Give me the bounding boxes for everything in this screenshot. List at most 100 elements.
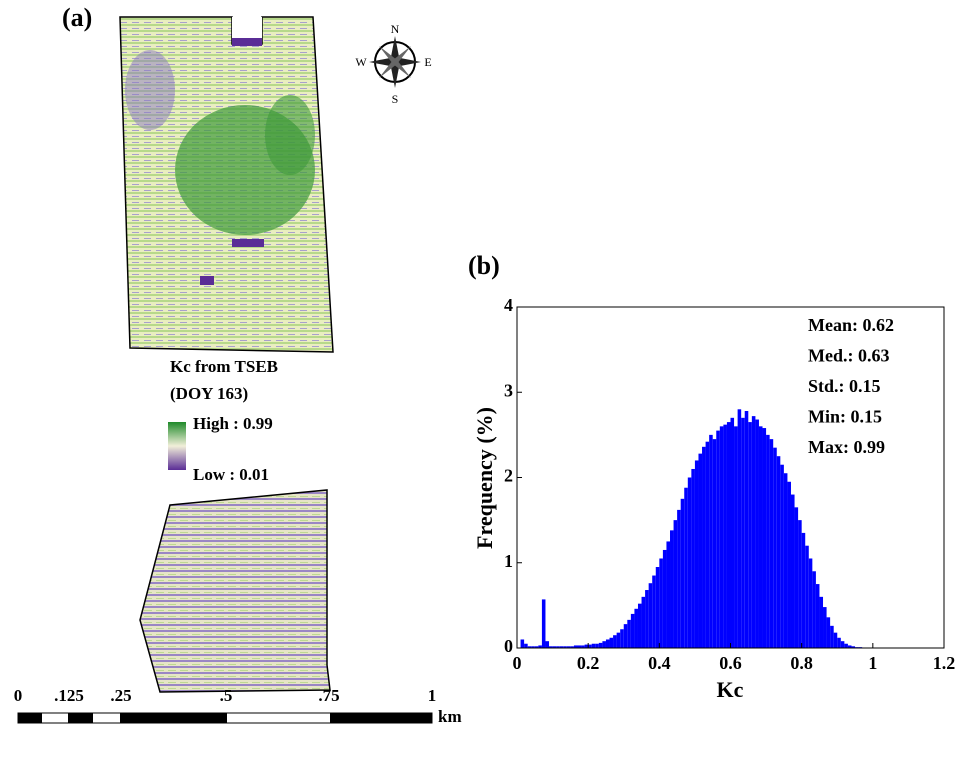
x-tick-label: 0.8 <box>790 653 813 673</box>
low-area <box>125 50 175 130</box>
bar <box>712 439 717 648</box>
bar <box>677 509 681 648</box>
bar <box>549 646 553 648</box>
bar <box>598 642 603 648</box>
bar <box>680 498 685 648</box>
scale-bar: 0 .125 .25 .5 .75 1 km <box>14 686 462 726</box>
panel-label: (b) <box>468 251 500 280</box>
bar <box>620 629 624 648</box>
bar <box>826 617 831 648</box>
bar <box>541 599 546 648</box>
bar <box>591 643 596 648</box>
bar <box>808 558 813 648</box>
bar <box>655 567 660 648</box>
bar <box>605 639 610 648</box>
bar <box>613 635 617 648</box>
bar <box>648 583 653 648</box>
bar <box>741 417 745 648</box>
bar <box>581 645 585 648</box>
stat-label: Max: 0.99 <box>808 437 885 457</box>
x-tick-label: 1 <box>868 653 877 673</box>
bar <box>776 456 781 648</box>
scale-label: .75 <box>318 686 339 705</box>
bar <box>780 464 784 648</box>
bar <box>812 571 816 648</box>
scale-label: .125 <box>54 686 84 705</box>
scale-label: .25 <box>110 686 131 705</box>
bar <box>627 619 631 648</box>
bar <box>801 532 806 648</box>
bar <box>659 558 663 648</box>
compass-w: W <box>355 55 367 69</box>
bar <box>840 641 845 648</box>
bar <box>577 645 582 648</box>
bar <box>798 520 802 648</box>
compass: N E S W <box>355 22 431 106</box>
bar <box>573 645 578 648</box>
bar <box>520 639 525 648</box>
bar <box>769 439 774 648</box>
stat-label: Std.: 0.15 <box>808 376 881 396</box>
scale-label: 1 <box>428 686 437 705</box>
bar <box>630 613 635 648</box>
bar <box>737 409 742 648</box>
scale-label: 0 <box>14 686 23 705</box>
y-axis-label: Frequency (%) <box>472 407 497 549</box>
bar <box>652 575 656 648</box>
bar <box>584 644 589 648</box>
bar <box>538 645 542 648</box>
bar <box>730 417 735 648</box>
y-tick-label: 4 <box>504 295 513 315</box>
legend-low: Low : 0.01 <box>193 465 269 484</box>
bar <box>748 422 752 648</box>
low-patch <box>232 38 262 46</box>
bar <box>531 646 535 648</box>
legend-ramp <box>168 422 186 470</box>
y-tick-label: 2 <box>504 466 513 486</box>
bar <box>637 603 642 648</box>
field-south <box>139 489 331 693</box>
bar <box>527 646 532 648</box>
bar <box>662 549 667 648</box>
panel-label: (a) <box>62 3 92 32</box>
x-tick-label: 0.4 <box>648 653 671 673</box>
bar <box>694 460 699 648</box>
bar <box>691 468 695 648</box>
bar <box>709 434 713 648</box>
bar <box>609 637 614 648</box>
bar <box>616 632 621 648</box>
bar <box>670 530 674 648</box>
x-tick-label: 1.2 <box>933 653 956 673</box>
bar <box>705 441 710 648</box>
bar <box>819 596 824 648</box>
compass-n: N <box>391 22 400 36</box>
bar <box>698 453 703 648</box>
y-tick-label: 1 <box>504 551 513 571</box>
scale-unit: km <box>438 707 462 726</box>
bar <box>641 596 646 648</box>
compass-s: S <box>392 92 399 106</box>
bar <box>595 643 599 648</box>
legend-title: Kc from TSEB <box>170 357 278 376</box>
bar <box>773 447 777 648</box>
x-tick-label: 0 <box>513 653 522 673</box>
bar <box>790 494 795 648</box>
bar <box>723 424 727 648</box>
bar <box>851 646 856 648</box>
bar <box>734 426 738 648</box>
bar <box>758 426 763 648</box>
bar <box>794 507 799 648</box>
bar <box>755 419 759 648</box>
bar <box>588 644 592 648</box>
legend-high: High : 0.99 <box>193 414 273 433</box>
bar <box>847 645 852 648</box>
stat-label: Med.: 0.63 <box>808 346 889 366</box>
compass-e: E <box>424 55 431 69</box>
bar <box>673 520 678 648</box>
bar <box>559 646 564 648</box>
bar <box>833 632 838 648</box>
bar <box>815 584 820 648</box>
bar <box>823 607 827 648</box>
stat-label: Min: 0.15 <box>808 407 882 427</box>
